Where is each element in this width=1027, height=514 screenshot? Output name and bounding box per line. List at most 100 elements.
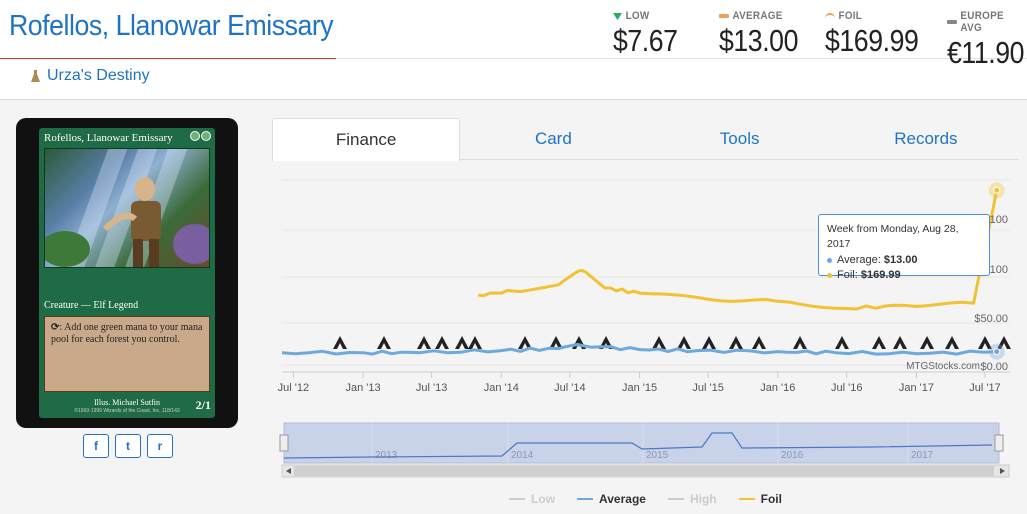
header-divider [336,58,1027,59]
navigator-left-handle [279,434,289,452]
series-end-point [993,186,1001,194]
price-low-label: LOW [625,10,650,22]
average-dash-icon [719,14,729,18]
x-tick-label: Jan '16 [760,382,795,394]
set-symbol-icon [31,69,40,82]
price-average-label: AVERAGE [732,10,783,22]
price-foil: FOIL $169.99 [825,10,934,59]
europe-dash-icon [947,20,957,24]
legend-item-foil[interactable]: Foil [738,492,782,506]
x-tick-label: Jan '17 [899,382,934,394]
card-title: Rofellos, Llanowar Emissary [9,10,334,42]
set-release-icon [677,336,691,349]
green-mana-icon [201,131,211,141]
green-mana-icon [190,131,200,141]
card-face: Rofellos, Llanowar Emissary Creature — E… [39,128,215,418]
legend-label: High [689,492,717,506]
card-illustrator: Illus. Michael Sutfin [94,398,160,407]
set-release-icon [835,336,849,349]
price-europe: EUROPE AVG €11.90 [947,10,1027,71]
y-tick-label: 100 [990,264,1008,276]
elf-figure-icon [45,177,209,267]
legend-item-average[interactable]: Average [577,492,646,506]
tab-tools[interactable]: Tools [719,129,760,148]
set-release-icon [752,336,766,349]
page-header: Rofellos, Llanowar Emissary Urza's Desti… [0,0,1027,100]
twitter-icon: t [126,439,130,453]
scroll-left-arrow-icon [286,468,291,474]
legend-swatch [509,498,526,500]
chart-legend: Low Average High Foil [272,492,1019,506]
x-tick-label: Jan '13 [345,382,380,394]
reddit-icon: r [157,439,163,453]
card-image[interactable]: Rofellos, Llanowar Emissary Creature — E… [16,118,238,428]
navigator-year-label: 2016 [781,450,804,461]
card-type-line: Creature — Elf Legend [44,300,139,311]
set-release-icon [793,336,807,349]
card-artwork [44,148,210,268]
set-release-icon [652,336,666,349]
price-foil-label: FOIL [838,10,863,22]
price-chart-svg: Jul '12 Jan '13 Jul '13 Jan '14 Jul '14 Jan '… [278,179,1011,478]
x-tick-label: Jul '14 [554,382,585,394]
navigator-year-label: 2017 [911,450,934,461]
tooltip-average-row: Average: $13.00 [827,253,981,268]
x-tick-label: Jul '12 [278,382,309,394]
y-tick-label: 100 [990,214,1008,226]
navigator-series [283,432,993,459]
set-release-icon [455,336,469,349]
set-release-icon [549,336,563,349]
set-release-icon [417,336,431,349]
navigator-right-handle [994,434,1004,452]
price-europe-value: €11.90 [947,35,1024,70]
navigator-year-label: 2013 [375,450,398,461]
legend-item-low[interactable]: Low [509,492,555,506]
tab-finance[interactable]: Finance [272,118,461,161]
x-tick-label: Jan '15 [622,382,657,394]
tap-icon: ⟳ [51,322,60,333]
title-underline [0,58,336,59]
legend-label: Average [599,492,646,506]
card-power-toughness: 2/1 [195,398,211,412]
tooltip-foil-label: Foil: [837,269,858,281]
set-release-icon [518,336,532,349]
tab-card[interactable]: Card [534,129,572,148]
price-low: LOW $7.67 [613,10,688,59]
tooltip-average-label: Average: [837,254,881,266]
foil-arc-icon [825,13,835,19]
set-name: Urza's Destiny [47,67,150,84]
low-arrow-icon [613,12,622,20]
tab-records[interactable]: Records [894,129,958,148]
x-tick-label: Jul '13 [416,382,447,394]
average-dot-icon [827,257,832,263]
reddit-share-button[interactable]: r [147,434,173,458]
tooltip-average-value: $13.00 [883,254,918,266]
card-rules-text: : Add one green mana to your mana pool f… [51,322,203,345]
set-release-icon [333,336,347,349]
navigator-year-label: 2014 [511,450,534,461]
mana-cost [190,131,211,141]
twitter-share-button[interactable]: t [115,434,141,458]
tab-bar: Finance Card Tools Records [272,118,1019,161]
tooltip-foil-row: Foil: $169.99 [827,268,981,283]
series-line-foil [478,190,999,311]
tooltip-foil-value: $169.99 [860,269,901,281]
x-tick-label: Jan '14 [484,382,519,394]
navigator-year-label: 2015 [646,450,669,461]
set-link[interactable]: Urza's Destiny [30,67,150,85]
y-tick-label: $50.00 [974,313,1008,325]
price-chart[interactable]: Jul '12 Jan '13 Jul '13 Jan '14 Jul '14 Jan '… [272,160,1019,514]
facebook-share-button[interactable]: f [83,434,109,458]
chart-credit: MTGStocks.com [906,361,980,372]
navigator-scroll-thumb [294,466,994,476]
facebook-icon: f [94,439,98,453]
y-tick-label: $0.00 [980,361,1008,373]
set-release-icon [435,336,449,349]
legend-swatch [577,498,594,500]
legend-label: Low [531,492,556,506]
price-average-value: $13.00 [719,23,798,58]
legend-item-high[interactable]: High [667,492,717,506]
price-europe-label: EUROPE AVG [960,10,1004,34]
share-buttons: f t r [83,434,173,458]
chart-tooltip: Week from Monday, Aug 28, 2017 Average: … [818,214,990,281]
